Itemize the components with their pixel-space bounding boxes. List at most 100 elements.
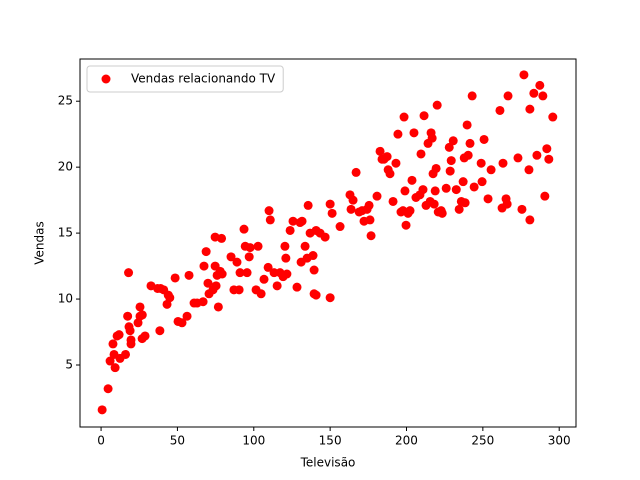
scatter-point	[211, 281, 221, 291]
scatter-point	[198, 297, 208, 307]
scatter-point	[388, 196, 398, 206]
scatter-point	[405, 206, 415, 216]
scatter-point	[444, 142, 454, 152]
scatter-point	[125, 326, 135, 336]
scatter-point	[281, 253, 291, 263]
y-tick-label: 25	[58, 94, 73, 108]
scatter-point	[548, 112, 558, 122]
y-tick-label: 20	[58, 160, 73, 174]
scatter-point	[123, 311, 133, 321]
scatter-point	[446, 156, 456, 166]
scatter-point	[375, 146, 385, 156]
scatter-point	[105, 356, 115, 366]
scatter-point	[126, 339, 136, 349]
scatter-point	[458, 177, 468, 187]
scatter-point	[469, 182, 479, 192]
scatter-point	[213, 302, 223, 312]
scatter-point	[184, 270, 194, 280]
scatter-point	[407, 175, 417, 185]
scatter-point	[309, 265, 319, 275]
scatter-point	[97, 405, 107, 415]
scatter-point	[263, 262, 273, 272]
scatter-point	[445, 166, 455, 176]
scatter-point	[203, 278, 213, 288]
scatter-point	[199, 261, 209, 271]
scatter-point	[259, 274, 269, 284]
x-tick-label: 300	[548, 434, 571, 448]
scatter-point	[177, 318, 187, 328]
scatter-point	[517, 204, 527, 214]
scatter-point	[140, 331, 150, 341]
x-tick-label: 250	[471, 434, 494, 448]
scatter-point	[409, 128, 419, 138]
scatter-point	[327, 208, 337, 218]
y-axis-label: Vendas	[33, 221, 47, 265]
scatter-point	[524, 165, 534, 175]
scatter-point	[155, 326, 165, 336]
scatter-point	[182, 311, 192, 321]
scatter-point	[165, 293, 175, 303]
scatter-point	[244, 252, 254, 262]
y-tick-label: 5	[65, 358, 73, 372]
scatter-point	[364, 200, 374, 210]
scatter-point	[124, 268, 134, 278]
scatter-point	[535, 80, 545, 90]
scatter-point	[463, 150, 473, 160]
legend-label: Vendas relacionando TV	[131, 72, 276, 86]
scatter-point	[265, 215, 275, 225]
scatter-point	[391, 158, 401, 168]
scatter-point	[280, 241, 290, 251]
scatter-point	[272, 281, 282, 291]
scatter-point	[483, 194, 493, 204]
scatter-point	[393, 129, 403, 139]
scatter-point	[454, 204, 464, 214]
scatter-point	[217, 233, 227, 243]
scatter-point	[401, 220, 411, 230]
scatter-point	[348, 195, 358, 205]
scatter-point	[495, 105, 505, 115]
scatter-point	[519, 70, 529, 80]
scatter-point	[308, 251, 318, 261]
scatter-point	[245, 243, 255, 253]
x-tick-label: 0	[97, 434, 105, 448]
scatter-point	[385, 169, 395, 179]
x-tick-label: 50	[170, 434, 185, 448]
scatter-point	[285, 225, 295, 235]
scatter-point	[217, 269, 227, 279]
scatter-point	[351, 167, 361, 177]
scatter-point	[503, 91, 513, 101]
scatter-point	[429, 199, 439, 209]
scatter-point	[513, 153, 523, 163]
scatter-point	[399, 112, 409, 122]
scatter-point	[103, 384, 113, 394]
scatter-point	[242, 268, 252, 278]
scatter-point	[479, 134, 489, 144]
scatter-point	[325, 293, 335, 303]
scatter-point	[529, 88, 539, 98]
scatter-point	[437, 208, 447, 218]
y-tick-label: 15	[58, 226, 73, 240]
scatter-point	[264, 206, 274, 216]
scatter-point	[416, 149, 426, 159]
scatter-point	[498, 158, 508, 168]
scatter-point	[170, 273, 180, 283]
scatter-point	[419, 111, 429, 121]
legend-box	[86, 65, 284, 93]
scatter-point	[253, 241, 263, 251]
scatter-point	[114, 330, 124, 340]
scatter-point	[346, 204, 356, 214]
scatter-point	[108, 339, 118, 349]
scatter-point	[400, 186, 410, 196]
scatter-point	[430, 186, 440, 196]
scatter-point	[460, 198, 470, 208]
legend-marker	[101, 74, 111, 84]
scatter-point	[121, 349, 131, 359]
scatter-point	[477, 177, 487, 187]
scatter-point	[365, 215, 375, 225]
scatter-point	[465, 138, 475, 148]
scatter-point	[451, 185, 461, 195]
scatter-point	[292, 282, 302, 292]
scatter-point	[137, 310, 147, 320]
scatter-point	[372, 191, 382, 201]
